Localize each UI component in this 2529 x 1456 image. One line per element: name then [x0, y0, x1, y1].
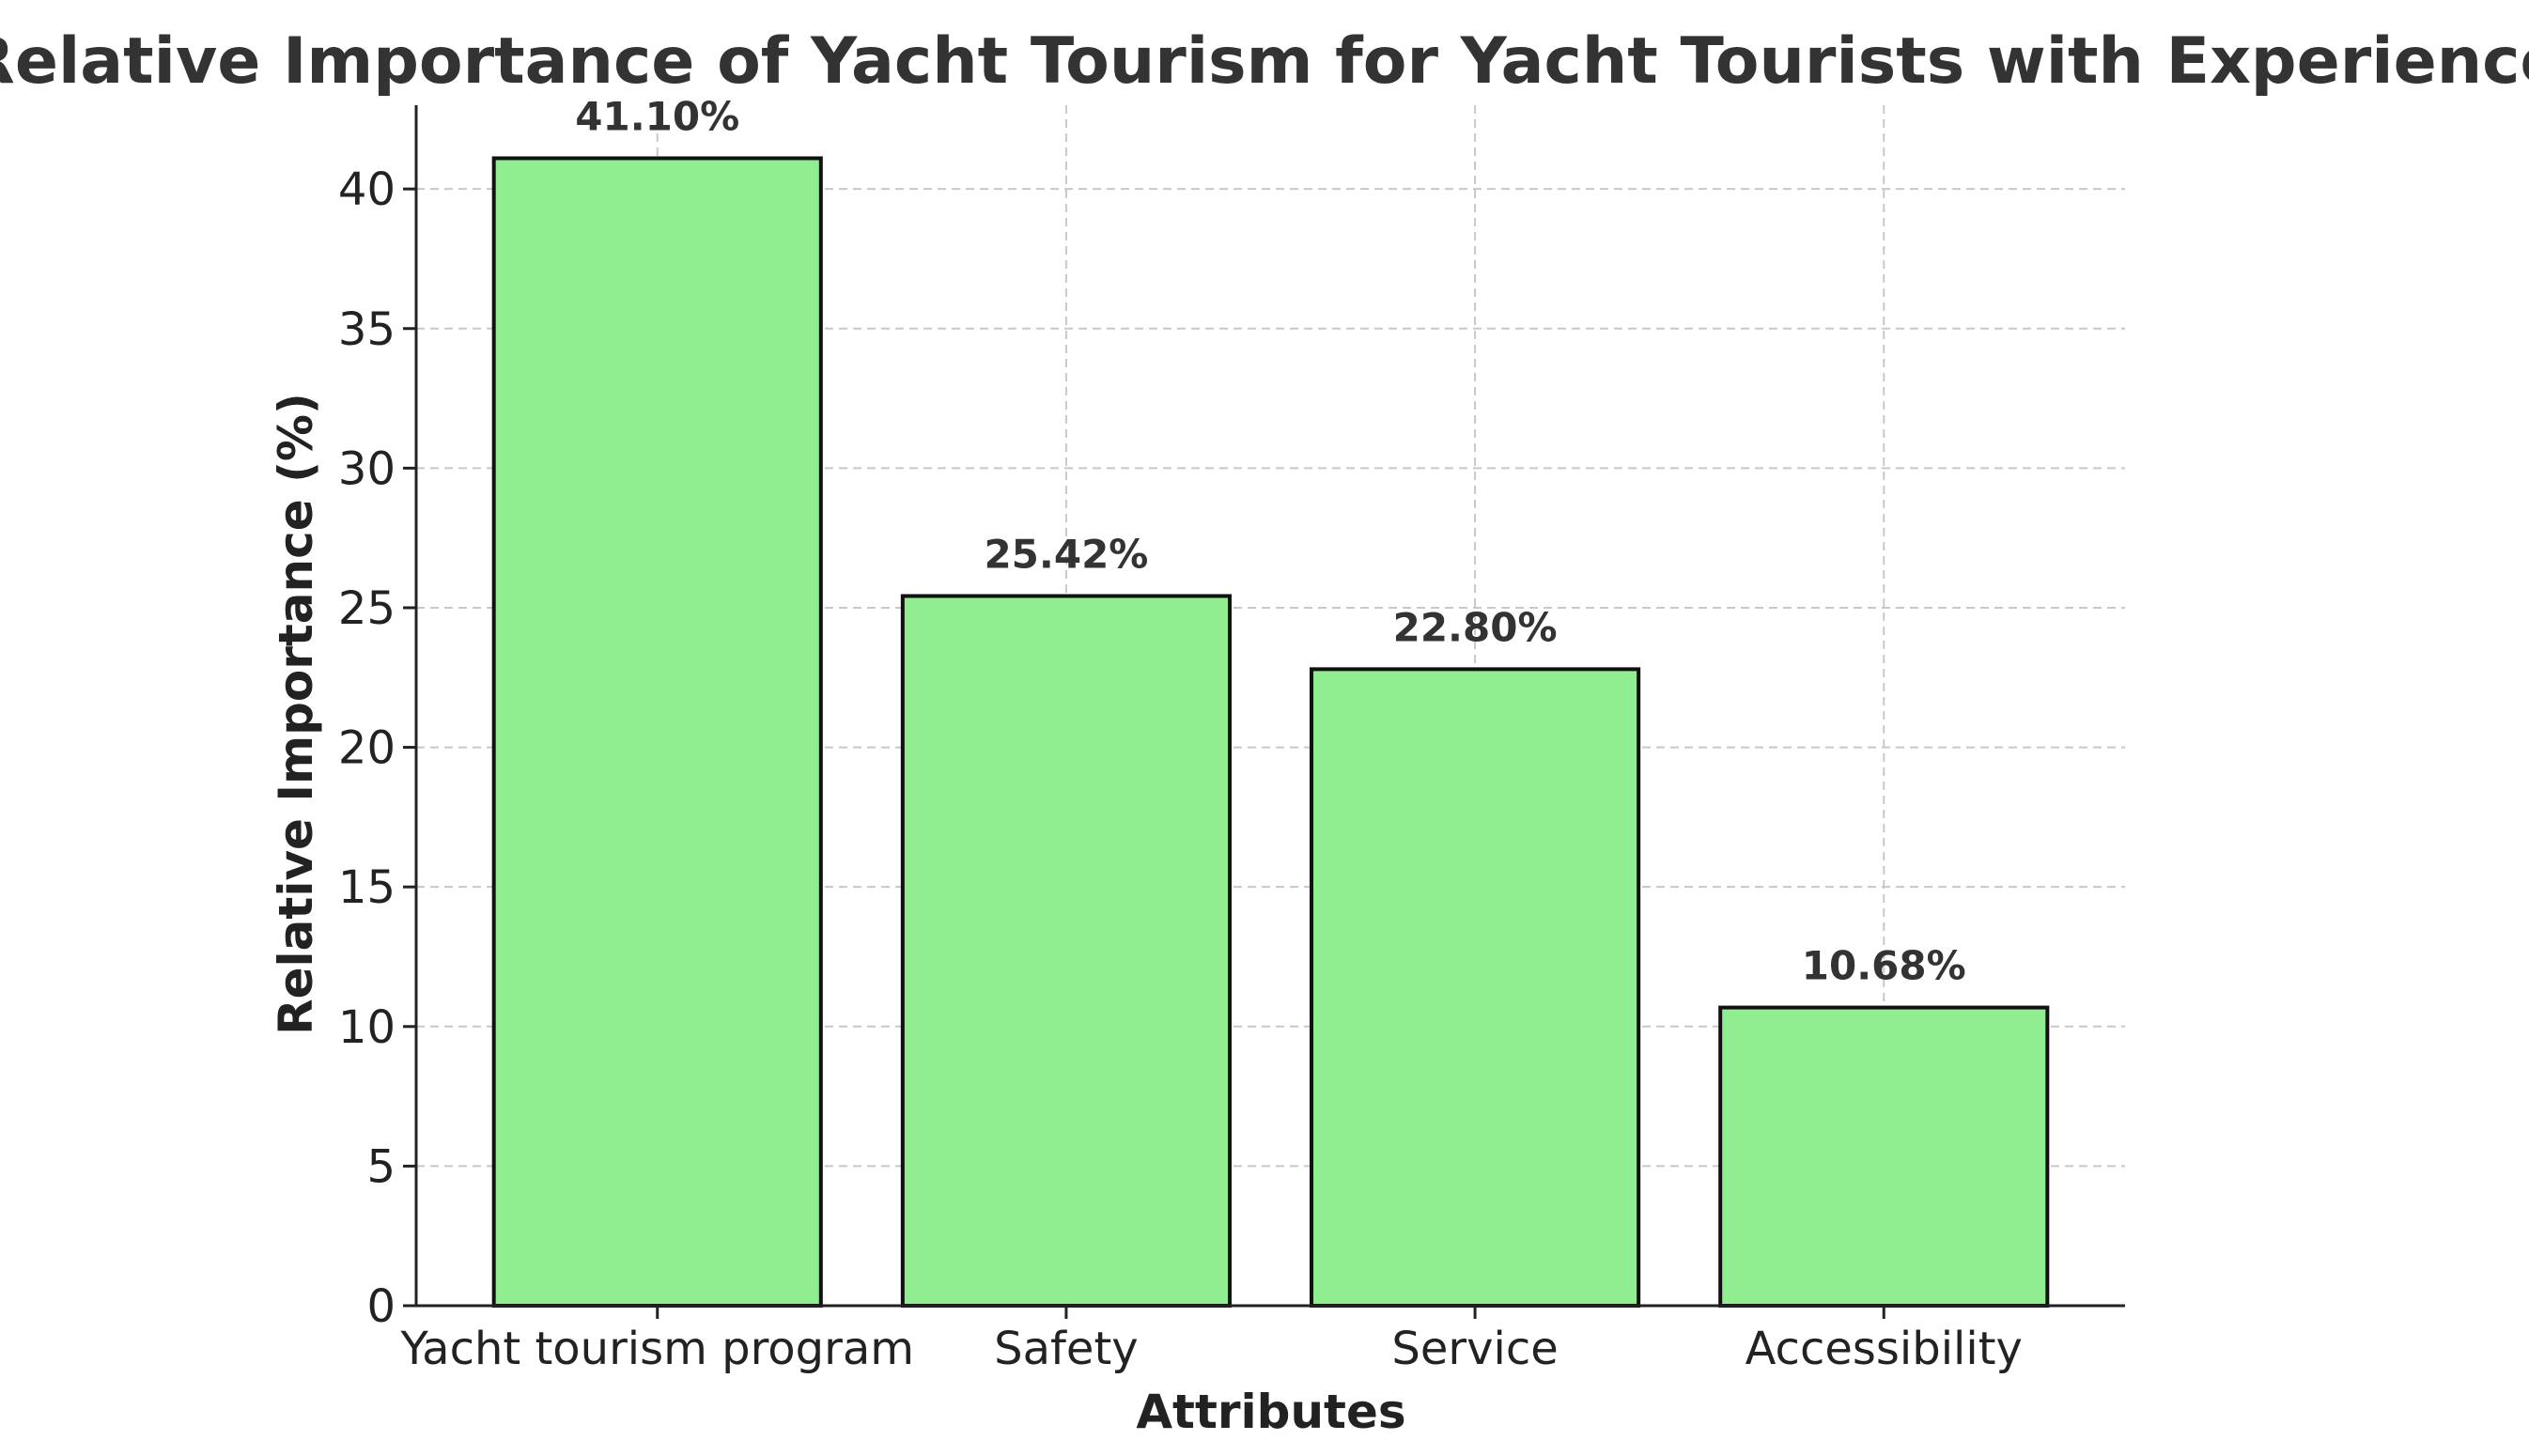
bar [1718, 1005, 2050, 1308]
bar [900, 594, 1232, 1308]
data-labels: 41.10% 25.42% 22.80% 10.68% [575, 93, 1965, 988]
y-tick-label: 0 [366, 1280, 396, 1333]
bar [1310, 667, 1641, 1308]
y-tick-label: 5 [366, 1140, 396, 1193]
x-tick-label: Yacht tourism program [399, 1323, 914, 1375]
bar-value-label: 22.80% [1393, 604, 1558, 650]
y-tick-label: 40 [338, 163, 396, 216]
bar [491, 156, 823, 1309]
bar-value-label: 41.10% [575, 93, 739, 139]
y-tick-label: 35 [338, 303, 396, 356]
y-tick-label: 15 [338, 861, 396, 914]
x-axis-title: Attributes [1136, 1385, 1405, 1439]
bar-value-label: 10.68% [1802, 943, 1966, 989]
bars [491, 156, 2050, 1309]
y-axis-title: Relative Importance (%) [269, 393, 323, 1035]
x-tick-label: Accessibility [1745, 1323, 2023, 1375]
x-tick-label: Service [1391, 1323, 1558, 1375]
y-tick-label: 10 [338, 1001, 396, 1054]
chart-title: Relative Importance of Yacht Tourism for… [0, 24, 2529, 99]
x-tick-label: Safety [994, 1323, 1139, 1375]
bar-value-label: 25.42% [984, 531, 1148, 577]
y-tick-label: 25 [338, 582, 396, 635]
axes: 0 5 10 15 20 25 30 35 40 Yacht tourism program Saf… [338, 105, 2125, 1375]
y-tick-label: 20 [338, 722, 396, 775]
y-tick-label: 30 [338, 442, 396, 495]
